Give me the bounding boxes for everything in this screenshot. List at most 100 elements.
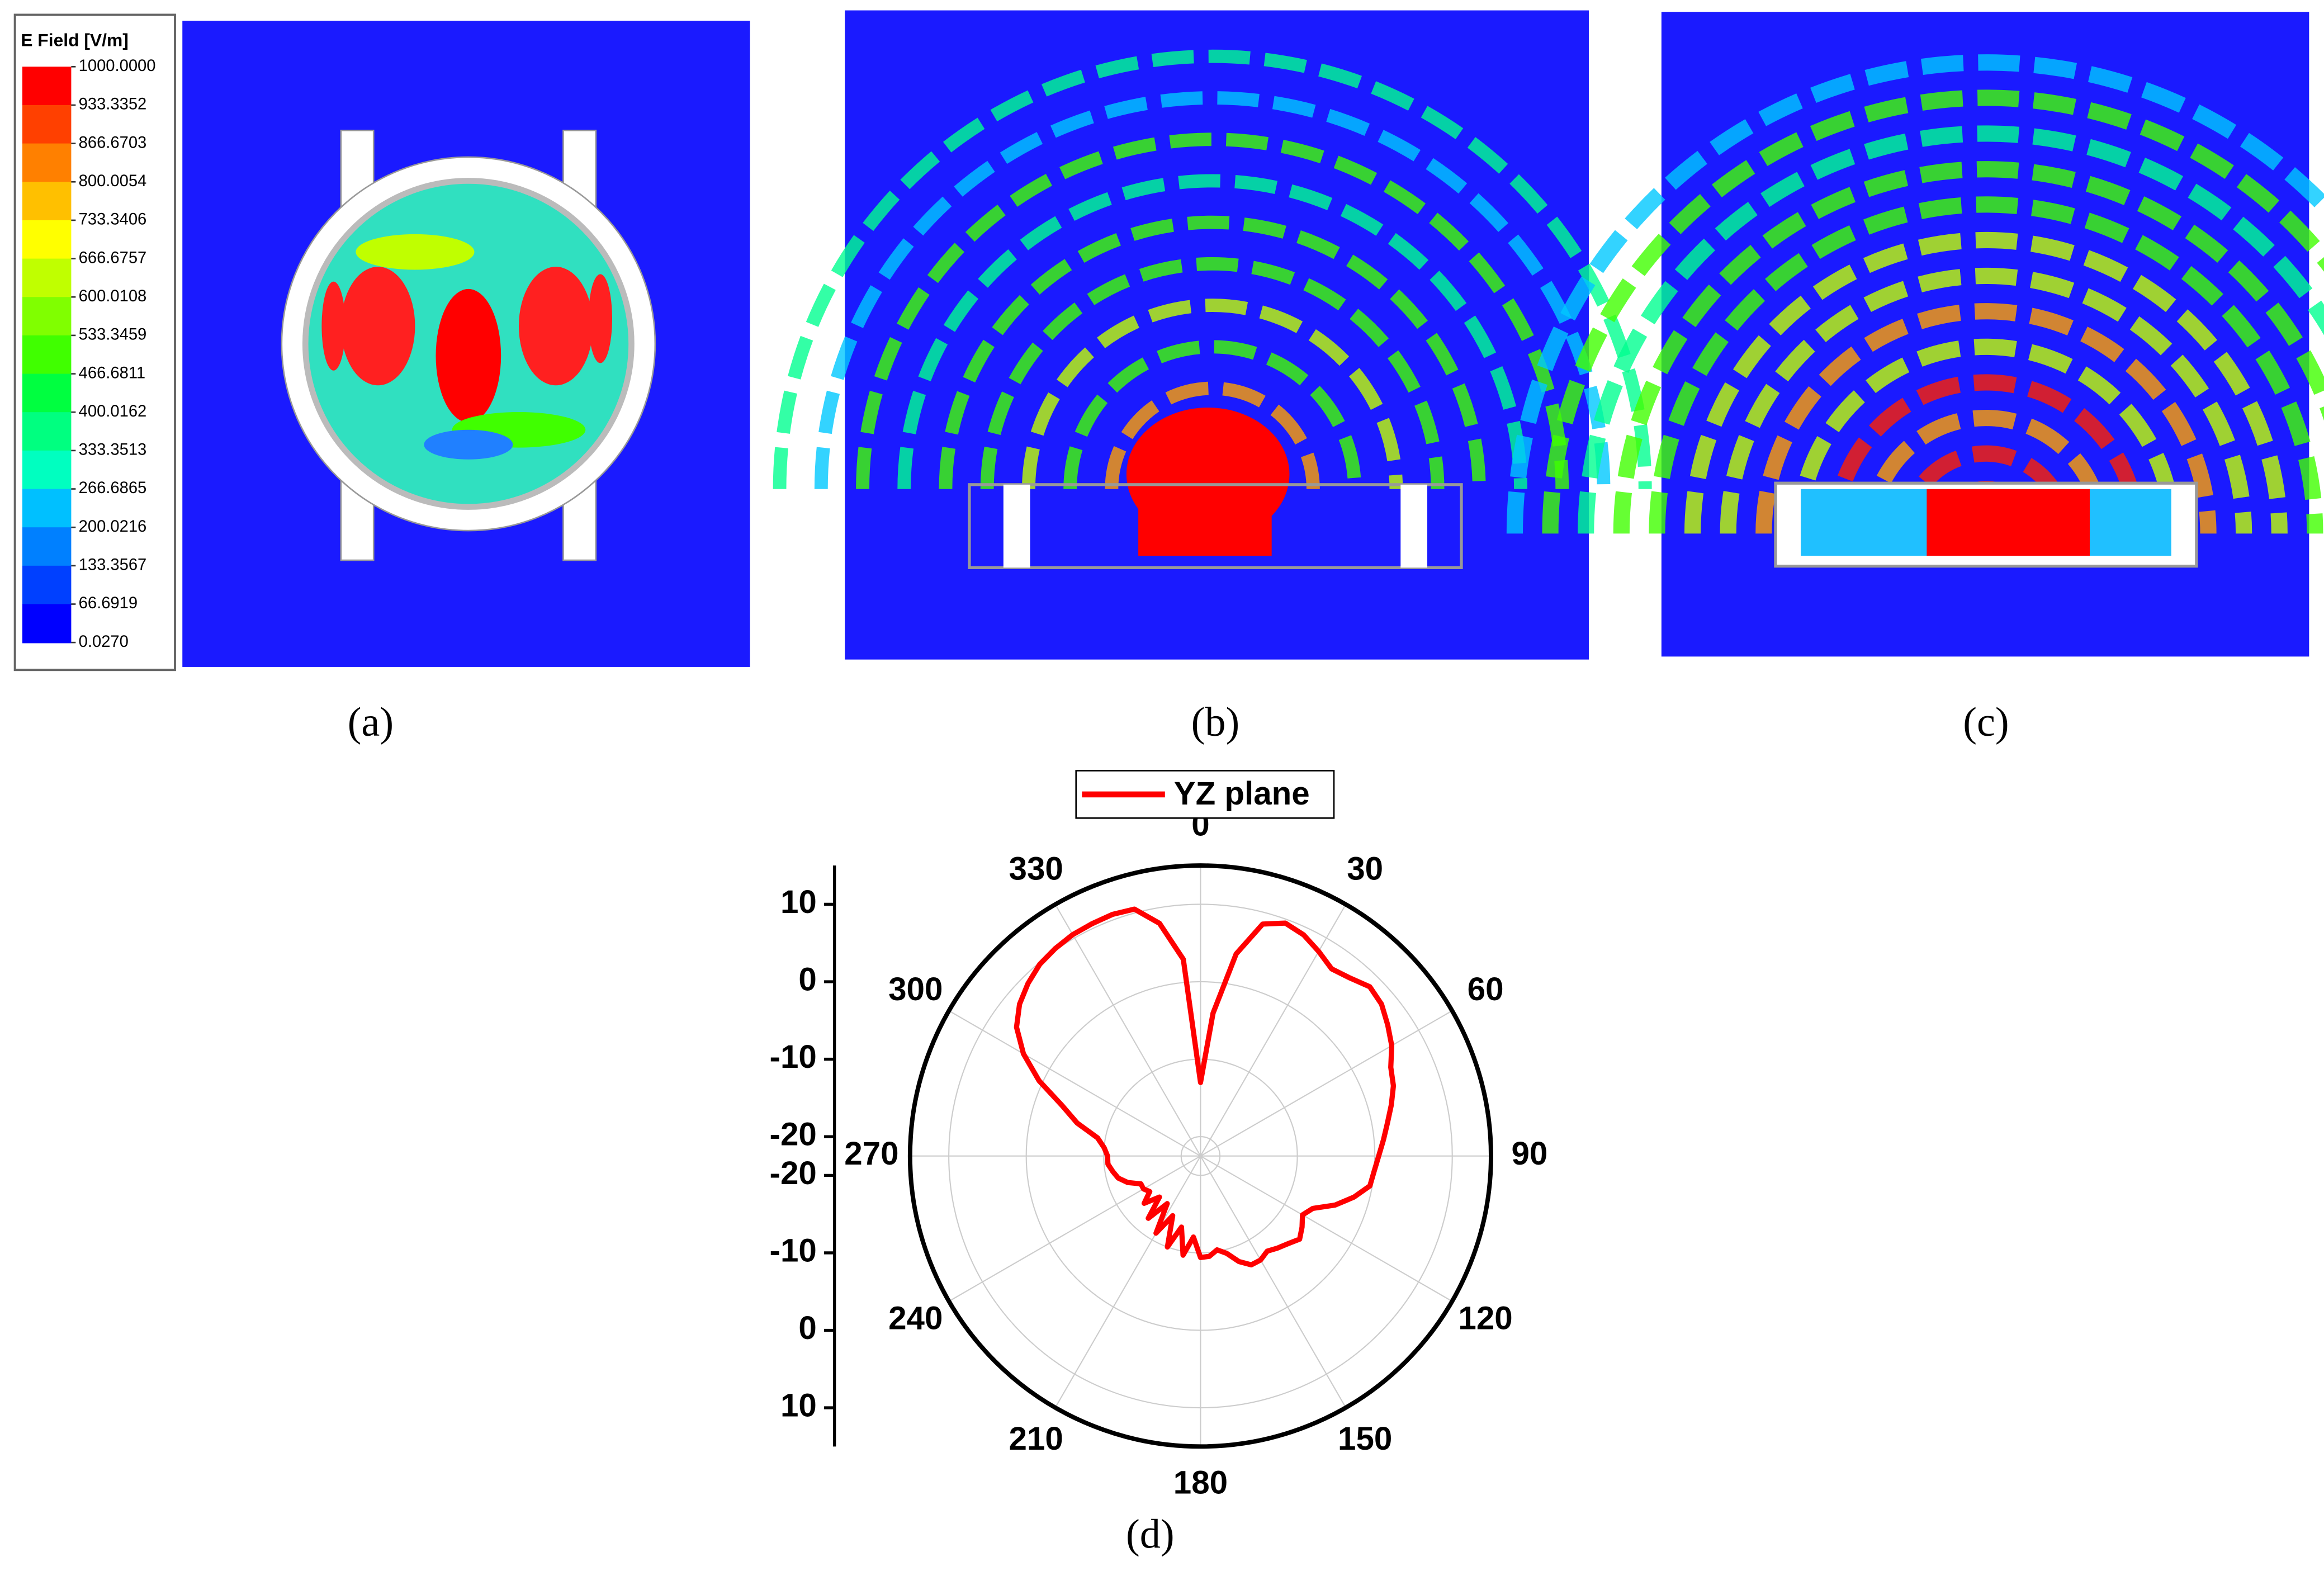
hot-spot bbox=[424, 429, 513, 460]
hot-spot bbox=[1927, 489, 2090, 556]
colorbar-label: 133.3567 bbox=[79, 556, 147, 574]
field-ring bbox=[773, 49, 1652, 489]
field-ring bbox=[1684, 231, 2288, 534]
colorbar-label: 200.0216 bbox=[79, 518, 147, 536]
colorbar-segment bbox=[22, 450, 72, 490]
r-tick-label: 0 bbox=[798, 1310, 816, 1346]
angle-label: 150 bbox=[1338, 1421, 1392, 1457]
field-ring bbox=[1791, 338, 2181, 534]
colorbar-label: 866.6703 bbox=[79, 134, 147, 152]
grid-spoke bbox=[1200, 1156, 1347, 1408]
colorbar-segment bbox=[22, 489, 72, 528]
field-ring bbox=[1578, 125, 2324, 534]
field-ring bbox=[856, 133, 1569, 489]
grid-spoke bbox=[948, 1010, 1201, 1157]
hot-spot bbox=[1138, 489, 1272, 556]
caption: (a) bbox=[348, 699, 394, 745]
r-tick-label: -20 bbox=[770, 1155, 817, 1191]
field-ring bbox=[1506, 54, 2324, 534]
field-ring bbox=[1720, 267, 2252, 534]
field-ring bbox=[814, 91, 1611, 489]
colorbar-label: 600.0108 bbox=[79, 287, 147, 305]
device-end bbox=[1003, 484, 1030, 568]
field-ring bbox=[1862, 410, 2110, 534]
colorbar-label: 466.6811 bbox=[79, 364, 145, 382]
colorbar-label: 0.0270 bbox=[79, 633, 129, 651]
r-tick-label: 10 bbox=[780, 884, 817, 920]
r-tick-label: -10 bbox=[770, 1039, 817, 1075]
colorbar-segment bbox=[22, 67, 72, 106]
colorbar-title: E Field [V/m] bbox=[21, 30, 129, 50]
hot-spot bbox=[436, 288, 501, 423]
hot-spot bbox=[356, 234, 475, 270]
grid-spoke bbox=[1200, 904, 1347, 1157]
grid-spoke bbox=[1200, 1155, 1452, 1302]
field-ring bbox=[1755, 303, 2217, 534]
field-ring bbox=[1542, 89, 2324, 534]
colorbar-segment bbox=[22, 527, 72, 567]
hot-spot bbox=[588, 274, 612, 363]
colorbar-segment bbox=[22, 297, 72, 337]
legend-label: YZ plane bbox=[1174, 775, 1310, 812]
caption: (c) bbox=[1963, 699, 2009, 745]
angle-label: 180 bbox=[1173, 1465, 1228, 1501]
colorbar-label: 800.0054 bbox=[79, 172, 147, 190]
device-end bbox=[1400, 484, 1428, 568]
angle-label: 270 bbox=[844, 1135, 898, 1172]
grid-spoke bbox=[1200, 1010, 1452, 1157]
device bbox=[968, 483, 1463, 569]
caption: (d) bbox=[1126, 1512, 1175, 1558]
angle-label: 330 bbox=[1009, 850, 1063, 887]
colorbar-label: 66.6919 bbox=[79, 594, 138, 612]
angle-label: 210 bbox=[1009, 1421, 1063, 1457]
field-ring bbox=[1021, 299, 1403, 489]
field-ring bbox=[1613, 160, 2324, 534]
angle-label: 300 bbox=[888, 971, 943, 1007]
colorbar-segment bbox=[22, 604, 72, 643]
colorbar-label: 666.6757 bbox=[79, 249, 147, 267]
hot-spot bbox=[518, 267, 593, 386]
r-tick-label: 10 bbox=[780, 1387, 817, 1423]
angle-label: 30 bbox=[1347, 850, 1383, 887]
r-tick-label: -20 bbox=[770, 1116, 817, 1153]
colorbar-segment bbox=[22, 335, 72, 375]
polar-line bbox=[1014, 906, 1397, 1268]
colorbar-segment bbox=[22, 182, 72, 221]
colorbar-segment bbox=[22, 373, 72, 413]
angle-label: 60 bbox=[1468, 971, 1504, 1007]
colorbar-segment bbox=[22, 258, 72, 298]
angle-label: 120 bbox=[1458, 1300, 1512, 1336]
polar-frame bbox=[907, 863, 1493, 1449]
field-ring bbox=[1826, 374, 2146, 534]
hot-spot bbox=[321, 281, 345, 371]
colorbar-segment bbox=[22, 105, 72, 144]
colorbar-label: 733.3406 bbox=[79, 211, 147, 229]
r-tick-label: -10 bbox=[770, 1232, 817, 1269]
colorbar-segment bbox=[22, 220, 72, 259]
field-ring bbox=[1063, 340, 1362, 489]
grid-spoke bbox=[1054, 904, 1201, 1157]
caption: (b) bbox=[1191, 699, 1240, 745]
colorbar-segment bbox=[22, 412, 72, 452]
hot-spot bbox=[340, 267, 415, 386]
field-pattern bbox=[281, 49, 2324, 569]
grid-spoke bbox=[948, 1155, 1201, 1302]
colorbar-label: 400.0162 bbox=[79, 403, 147, 420]
r-tick-label: 0 bbox=[798, 961, 816, 997]
grid-spoke bbox=[1054, 1156, 1201, 1408]
field-ring bbox=[897, 174, 1527, 489]
field-ring bbox=[980, 257, 1445, 489]
field-ring bbox=[1649, 196, 2323, 534]
colorbar-label: 266.6865 bbox=[79, 479, 147, 497]
colorbar-segment bbox=[22, 143, 72, 183]
colorbar-segment bbox=[22, 565, 72, 605]
angle-label: 240 bbox=[888, 1300, 943, 1336]
colorbar-label: 933.3352 bbox=[79, 96, 147, 113]
angle-label: 90 bbox=[1511, 1135, 1547, 1172]
colorbar-label: 333.3513 bbox=[79, 441, 147, 459]
field-ring bbox=[939, 215, 1486, 489]
colorbar-label: 533.3459 bbox=[79, 326, 147, 344]
colorbar-label: 1000.0000 bbox=[79, 57, 156, 75]
